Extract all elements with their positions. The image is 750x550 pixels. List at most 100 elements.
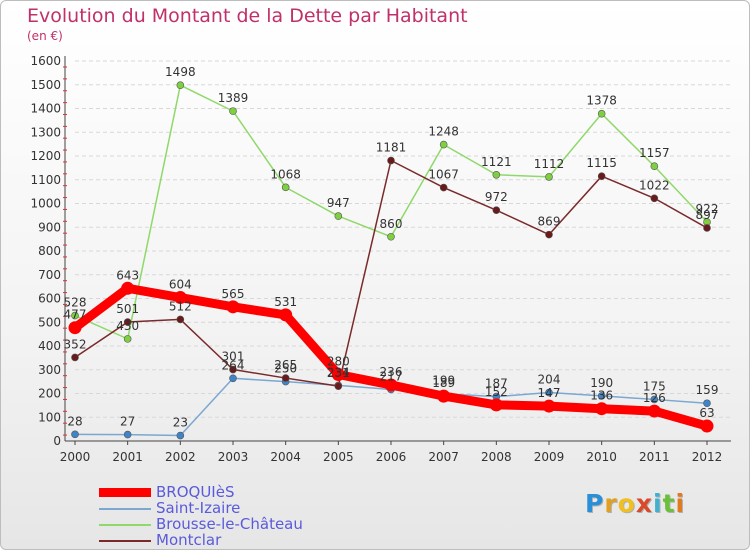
data-label-saint-izaire: 159 [696,383,719,397]
y-tick-label: 0 [53,434,61,448]
data-label-montclar: 352 [64,337,87,351]
data-point-brousse-le-ch-teau [439,140,448,149]
y-tick-label: 900 [38,220,61,234]
data-label-montclar: 501 [116,302,139,316]
x-tick-label: 2004 [270,450,301,464]
data-point-broqui-s [542,399,556,413]
data-label-broqui-s: 643 [116,268,139,282]
logo-letter: o [617,489,636,518]
data-label-broqui-s: 604 [169,278,192,292]
data-point-broqui-s [68,321,82,335]
data-point-broqui-s [279,308,293,322]
x-tick-label: 2010 [586,450,617,464]
data-point-broqui-s [384,378,398,392]
y-tick-label: 1100 [30,173,61,187]
data-label-brousse-le-ch-teau: 1248 [428,125,459,139]
x-tick-label: 2009 [534,450,565,464]
y-tick-label: 400 [38,339,61,353]
data-point-montclar [123,318,132,326]
data-point-broqui-s [700,419,714,433]
chart-title: Evolution du Montant de la Dette par Hab… [27,5,468,27]
data-label-broqui-s: 63 [699,406,714,420]
data-point-montclar [545,230,553,239]
data-label-saint-izaire: 204 [538,373,561,387]
legend-label-brousse-le-chateau: Brousse-le-Château [156,515,303,533]
data-label-saint-izaire: 234 [327,365,350,379]
data-point-brousse-le-ch-teau [492,170,501,179]
data-point-montclar [703,224,711,232]
data-label-brousse-le-ch-teau: 1378 [586,94,617,108]
y-tick-label: 100 [38,410,61,424]
data-point-saint-izaire [650,395,659,404]
logo-letter: t [662,489,676,518]
data-point-saint-izaire [597,392,606,400]
data-label-broqui-s: 189 [432,376,455,390]
x-tick-label: 2002 [165,450,196,464]
legend-label-broquies: BROQUIèS [156,483,235,501]
data-label-saint-izaire: 23 [173,416,188,430]
data-point-montclar [71,353,79,362]
data-label-broqui-s: 136 [590,389,613,403]
x-tick-label: 2006 [376,450,407,464]
proxiti-logo: Proxiti [585,489,685,518]
data-label-broqui-s: 236 [380,365,403,379]
data-label-saint-izaire: 264 [222,358,245,372]
data-point-saint-izaire [703,399,711,408]
data-label-saint-izaire: 217 [380,369,403,383]
data-point-brousse-le-ch-teau [387,232,395,241]
data-point-broqui-s [647,404,661,418]
y-tick-label: 700 [38,268,61,282]
logo-letter: i [653,489,663,518]
chart-subtitle: (en €) [27,29,63,43]
data-point-saint-izaire [71,430,79,439]
data-point-saint-izaire [176,431,185,440]
data-label-broqui-s: 280 [327,355,350,369]
x-tick-label: 2000 [60,450,91,464]
data-point-montclar [650,194,659,203]
x-tick-label: 2008 [481,450,512,464]
data-point-brousse-le-ch-teau [334,212,343,220]
data-point-montclar [492,206,501,214]
data-label-saint-izaire: 187 [485,377,508,391]
y-tick-label: 1500 [30,78,61,92]
data-label-saint-izaire: 250 [274,362,297,376]
legend-label-montclar: Montclar [156,531,222,549]
data-label-montclar: 1067 [428,168,459,182]
series-line-montclar [74,159,708,387]
data-label-brousse-le-ch-teau: 860 [380,217,403,231]
y-tick-label: 1300 [30,125,61,139]
data-label-broqui-s: 152 [485,385,508,399]
data-point-broqui-s [331,368,345,381]
data-point-brousse-le-ch-teau [123,335,132,343]
legend-label-saint-izaire: Saint-Izaire [156,499,241,517]
data-label-saint-izaire: 190 [590,376,613,390]
logo-letter: P [585,489,605,518]
data-label-brousse-le-ch-teau: 1498 [165,65,196,79]
data-point-saint-izaire [229,374,237,383]
y-tick-label: 600 [38,292,61,306]
legend-swatch-montclar [99,540,151,542]
x-tick-label: 2003 [218,450,249,464]
data-label-montclar: 1115 [586,156,617,170]
data-point-broqui-s [226,300,240,314]
data-label-brousse-le-ch-teau: 430 [116,319,139,333]
logo-letter: x [635,489,653,518]
data-label-montclar: 265 [274,358,297,372]
data-point-broqui-s [437,389,451,403]
data-label-brousse-le-ch-teau: 1112 [534,157,565,171]
data-point-montclar [387,156,395,165]
data-point-broqui-s [173,291,187,305]
x-tick-label: 2007 [428,450,459,464]
logo-letter: r [604,489,618,518]
data-label-montclar: 512 [169,299,192,313]
data-label-broqui-s: 531 [274,295,297,309]
legend-swatch-saint-izaire [99,508,151,510]
data-point-brousse-le-ch-teau [545,173,553,181]
y-tick-label: 1400 [30,102,61,116]
x-tick-label: 2011 [639,450,670,464]
data-label-saint-izaire: 28 [67,414,82,428]
data-point-montclar [176,315,185,324]
data-point-broqui-s [595,402,609,416]
data-label-saint-izaire: 27 [120,415,135,429]
data-point-broqui-s [121,281,135,295]
